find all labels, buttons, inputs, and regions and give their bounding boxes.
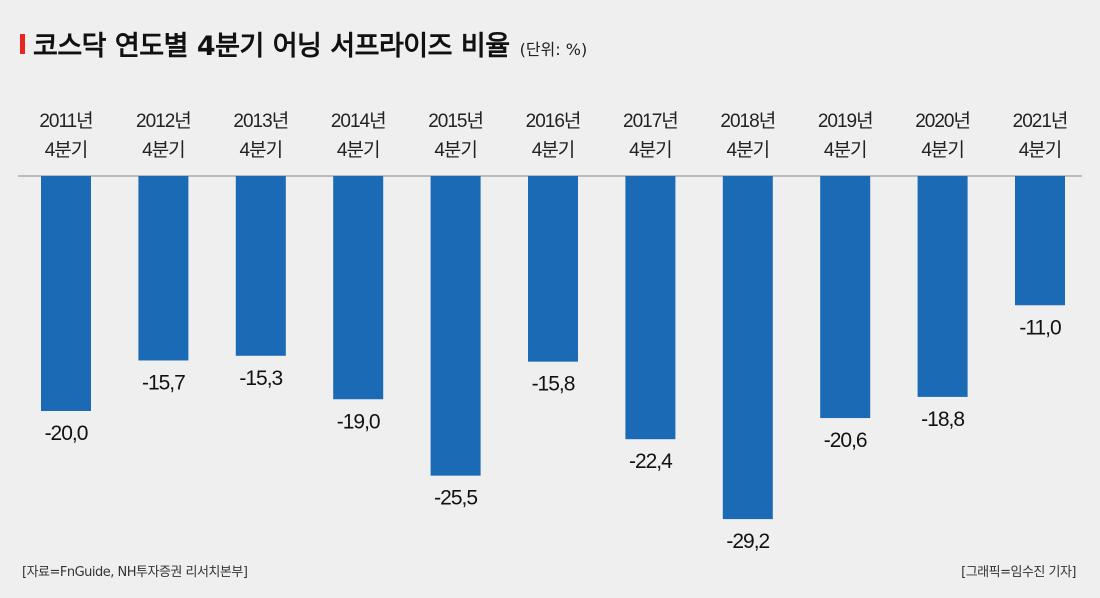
category-label: 4분기 bbox=[727, 139, 770, 161]
category-label: 4분기 bbox=[142, 139, 185, 161]
bar bbox=[625, 176, 676, 440]
title-accent-mark bbox=[20, 33, 25, 54]
value-label: -20,6 bbox=[824, 429, 867, 452]
category-label: 2011년 bbox=[39, 110, 92, 132]
category-label: 2016년 bbox=[526, 110, 581, 132]
graphic-credit: [그래픽=임수진 기자] bbox=[961, 565, 1076, 580]
category-label: 4분기 bbox=[1019, 139, 1062, 161]
value-label: -25,5 bbox=[434, 487, 477, 510]
bar bbox=[138, 176, 189, 361]
bar bbox=[333, 176, 384, 400]
value-label: -15,3 bbox=[239, 367, 282, 390]
source-note: [자료=FnGuide, NH투자증권 리서치본부] bbox=[22, 565, 248, 580]
category-label: 4분기 bbox=[629, 139, 672, 161]
value-label: -11,0 bbox=[1019, 316, 1061, 339]
category-label: 4분기 bbox=[434, 139, 477, 161]
value-label: -18,8 bbox=[921, 408, 964, 431]
bar bbox=[528, 176, 578, 362]
category-label: 2015년 bbox=[428, 110, 483, 132]
bar bbox=[430, 176, 481, 476]
category-label: 2012년 bbox=[136, 110, 191, 132]
category-label: 2013년 bbox=[233, 110, 288, 132]
bar bbox=[722, 176, 773, 520]
value-label: -29,2 bbox=[726, 530, 769, 553]
bar bbox=[820, 176, 871, 419]
value-label: -19,0 bbox=[337, 410, 380, 433]
value-label: -15,8 bbox=[532, 373, 575, 396]
category-label: 4분기 bbox=[240, 139, 283, 161]
category-label: 2019년 bbox=[818, 110, 873, 132]
category-label: 4분기 bbox=[45, 139, 88, 161]
category-label: 2018년 bbox=[720, 110, 775, 132]
category-label: 2021년 bbox=[1013, 110, 1068, 132]
chart-title-block: 코스닥 연도별 4분기 어닝 서프라이즈 비율 (단위: %) bbox=[20, 24, 587, 63]
bar bbox=[235, 176, 286, 356]
unit-label: (단위: %) bbox=[519, 40, 588, 59]
bar bbox=[1015, 176, 1065, 306]
category-label: 4분기 bbox=[824, 139, 867, 161]
value-label: -20,0 bbox=[45, 422, 88, 445]
bar bbox=[41, 176, 91, 411]
value-label: -22,4 bbox=[629, 450, 673, 473]
category-label: 2017년 bbox=[623, 110, 678, 132]
category-label: 4분기 bbox=[921, 139, 964, 161]
chart-title: 코스닥 연도별 4분기 어닝 서프라이즈 비율 bbox=[33, 31, 510, 62]
bar bbox=[917, 176, 968, 397]
category-label: 4분기 bbox=[532, 139, 575, 161]
category-label: 2020년 bbox=[915, 110, 970, 132]
category-label: 2014년 bbox=[331, 110, 386, 132]
category-label: 4분기 bbox=[337, 139, 380, 161]
value-label: -15,7 bbox=[142, 371, 185, 394]
